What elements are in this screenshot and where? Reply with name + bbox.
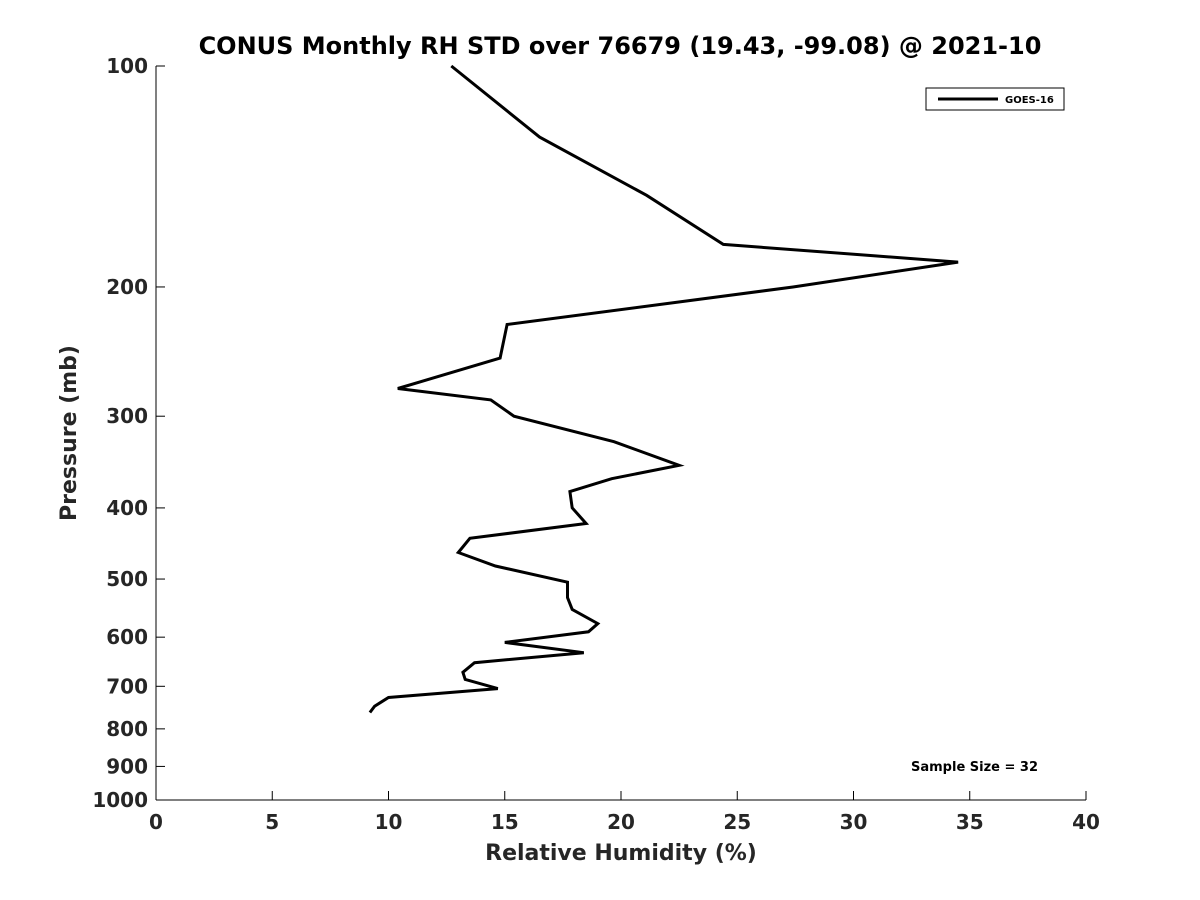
x-tick-label: 40 <box>1072 810 1100 834</box>
x-tick-label: 5 <box>265 810 279 834</box>
axes <box>155 66 1086 801</box>
y-tick-label: 400 <box>106 496 148 520</box>
y-tick-label: 600 <box>106 625 148 649</box>
x-tick-label: 0 <box>149 810 163 834</box>
x-tick-label: 30 <box>840 810 868 834</box>
y-tick-label: 200 <box>106 275 148 299</box>
y-axis-label: Pressure (mb) <box>57 345 82 521</box>
x-tick-label: 25 <box>723 810 751 834</box>
y-tick-label: 300 <box>106 404 148 428</box>
y-tick-label: 500 <box>106 567 148 591</box>
series-line-goes-16 <box>368 64 959 714</box>
x-tick-label: 35 <box>956 810 984 834</box>
x-ticks: 0 5 10 15 20 25 30 35 40 <box>149 791 1100 834</box>
y-tick-label: 700 <box>106 674 148 698</box>
series-layer <box>368 64 959 714</box>
y-tick-label: 800 <box>106 717 148 741</box>
legend: GOES-16 <box>925 87 1065 111</box>
sample-size-annotation: Sample Size = 32 <box>911 760 1038 775</box>
chart-title: CONUS Monthly RH STD over 76679 (19.43, … <box>199 32 1042 60</box>
y-tick-label: 900 <box>106 754 148 778</box>
x-tick-label: 15 <box>491 810 519 834</box>
y-tick-label: 1000 <box>92 788 148 812</box>
y-tick-label: 100 <box>106 54 148 78</box>
x-tick-label: 20 <box>607 810 635 834</box>
x-tick-label: 10 <box>375 810 403 834</box>
legend-label: GOES-16 <box>1005 95 1054 106</box>
y-ticks: 100 200 300 400 500 600 700 800 900 1000 <box>92 54 165 812</box>
x-axis-label: Relative Humidity (%) <box>485 841 757 866</box>
